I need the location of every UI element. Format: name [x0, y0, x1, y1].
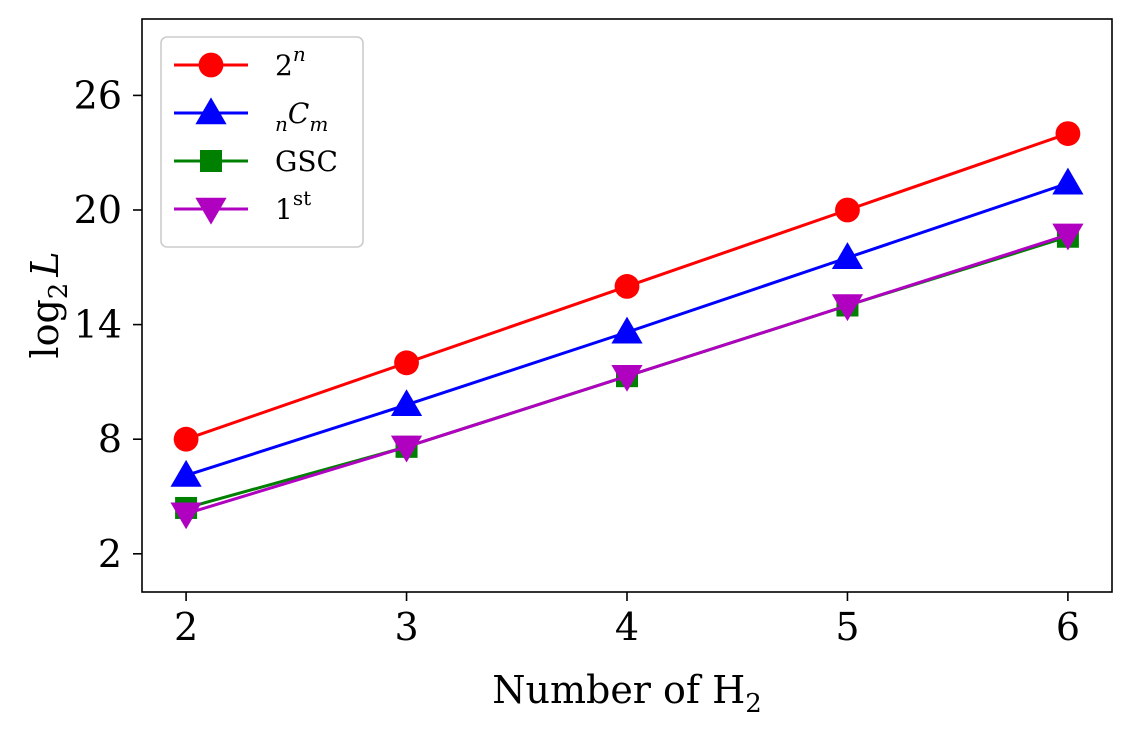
x-tick-label: 2 [174, 605, 198, 649]
data-point [611, 364, 643, 392]
x-axis-label-main: Number of H [492, 668, 745, 712]
data-point [835, 197, 860, 223]
data-point [831, 294, 864, 322]
legend-label-superscript: n [293, 42, 306, 66]
legend-label-superscript: st [293, 186, 311, 210]
y-axis-label-subscript: 2 [44, 283, 74, 300]
series-layer [170, 121, 1084, 530]
x-axis-label: Number of H2 [492, 668, 762, 719]
x-tick-label: 4 [615, 605, 639, 649]
x-axis-ticks: 2 3 4 5 6 [174, 592, 1080, 649]
data-point [390, 389, 423, 417]
legend-entry-1: nCm [174, 97, 328, 136]
legend-label: 1st [275, 186, 311, 226]
data-point [390, 435, 423, 463]
data-point [170, 459, 202, 487]
legend-entry-2: GSC [174, 145, 338, 178]
data-point [1052, 167, 1084, 195]
x-axis-label-subscript: 2 [745, 689, 762, 719]
legend-entry-0: 2n [174, 42, 306, 82]
y-tick-label: 20 [74, 188, 122, 232]
legend-entry-3: 1st [174, 186, 311, 226]
data-point [831, 242, 864, 269]
legend-label-main: GSC [275, 145, 338, 178]
y-tick-label: 26 [74, 73, 122, 117]
legend-marker [200, 150, 222, 172]
y-axis-label: log2 L [23, 251, 74, 358]
legend-label-presub: n [275, 112, 288, 136]
legend-marker [198, 52, 224, 78]
data-point [1055, 121, 1081, 146]
legend-marker [195, 97, 227, 125]
data-point [614, 274, 640, 299]
x-tick-label: 6 [1056, 605, 1080, 649]
legend-marker [195, 197, 227, 225]
y-tick-label: 8 [98, 417, 122, 461]
y-axis-ticks: 2 8 14 20 26 [74, 73, 142, 576]
legend-label: nCm [275, 97, 328, 136]
y-tick-label: 2 [98, 532, 122, 576]
data-point [173, 426, 199, 452]
legend-label-main: 1 [275, 193, 293, 226]
y-tick-label: 14 [74, 303, 122, 347]
y-axis-label-variable: L [23, 251, 67, 277]
legend-label-main: C [288, 97, 309, 130]
data-point [394, 350, 419, 376]
data-point [611, 316, 643, 344]
x-tick-label: 3 [394, 605, 418, 649]
legend-box [160, 36, 364, 248]
data-point [170, 502, 202, 530]
series-1 [170, 167, 1084, 487]
x-tick-label: 5 [835, 605, 859, 649]
legend-label-subscript: m [309, 112, 328, 136]
series-0 [173, 121, 1081, 452]
legend-label: GSC [275, 145, 338, 178]
legend-label: 2n [275, 42, 306, 82]
y-axis-label-main: log [23, 299, 67, 358]
series-3 [170, 223, 1084, 530]
legend-label-main: 2 [275, 49, 293, 82]
data-point [1052, 223, 1084, 251]
